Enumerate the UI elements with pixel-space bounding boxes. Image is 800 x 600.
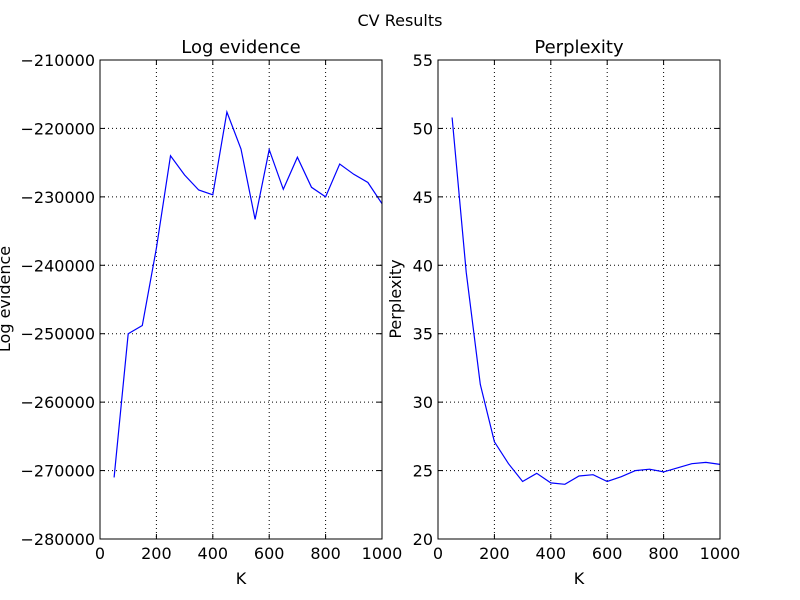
- log-evidence-plot: Log evidence K Log evidence 0 200 400 600 80…: [0, 37, 402, 588]
- perplexity-ytick-label: 55: [413, 51, 433, 70]
- log-evidence-ytick-label: −270000: [21, 462, 95, 481]
- perplexity-ytick-label: 20: [413, 530, 433, 549]
- figure-title: CV Results: [358, 11, 443, 30]
- log-evidence-xtick-label: 0: [95, 544, 105, 563]
- perplexity-ylabel: Perplexity: [386, 259, 405, 338]
- log-evidence-axes-frame: [99, 59, 383, 540]
- perplexity-series-line: [451, 117, 721, 485]
- perplexity-xtick-label: 1000: [700, 544, 741, 563]
- perplexity-ytick-label: 30: [413, 393, 433, 412]
- perplexity-ytick-label: 50: [413, 119, 433, 138]
- log-evidence-ytick-label: −250000: [21, 325, 95, 344]
- log-evidence-xlabel: K: [236, 569, 247, 588]
- perplexity-title: Perplexity: [534, 37, 624, 58]
- perplexity-xtick-label: 200: [479, 544, 510, 563]
- log-evidence-ylabel: Log evidence: [0, 246, 14, 352]
- log-evidence-ytick-label: −280000: [21, 530, 95, 549]
- perplexity-ytick-label: 40: [413, 256, 433, 275]
- perplexity-xtick-label: 400: [536, 544, 567, 563]
- perplexity-xtick-label: 0: [433, 544, 443, 563]
- perplexity-axes-frame: [437, 59, 721, 540]
- perplexity-xlabel: K: [574, 569, 585, 588]
- log-evidence-xtick-label: 1000: [362, 544, 403, 563]
- perplexity-ytick-label: 45: [413, 188, 433, 207]
- log-evidence-xtick-label: 200: [141, 544, 172, 563]
- log-evidence-series-line: [113, 109, 383, 478]
- log-evidence-ytick-label: −210000: [21, 51, 95, 70]
- perplexity-ytick-label: 35: [413, 325, 433, 344]
- perplexity-xtick-label: 800: [648, 544, 679, 563]
- log-evidence-ytick-label: −260000: [21, 393, 95, 412]
- log-evidence-ytick-label: −220000: [21, 119, 95, 138]
- log-evidence-xtick-label: 600: [254, 544, 285, 563]
- log-evidence-title: Log evidence: [181, 37, 300, 58]
- log-evidence-xtick-label: 800: [310, 544, 341, 563]
- log-evidence-ytick-label: −230000: [21, 188, 95, 207]
- log-evidence-xtick-label: 400: [198, 544, 229, 563]
- perplexity-xtick-label: 600: [592, 544, 623, 563]
- perplexity-plot: Perplexity K Perplexity 0 200 400 600 800 100…: [386, 37, 740, 588]
- log-evidence-ytick-label: −240000: [21, 256, 95, 275]
- perplexity-ytick-label: 25: [413, 462, 433, 481]
